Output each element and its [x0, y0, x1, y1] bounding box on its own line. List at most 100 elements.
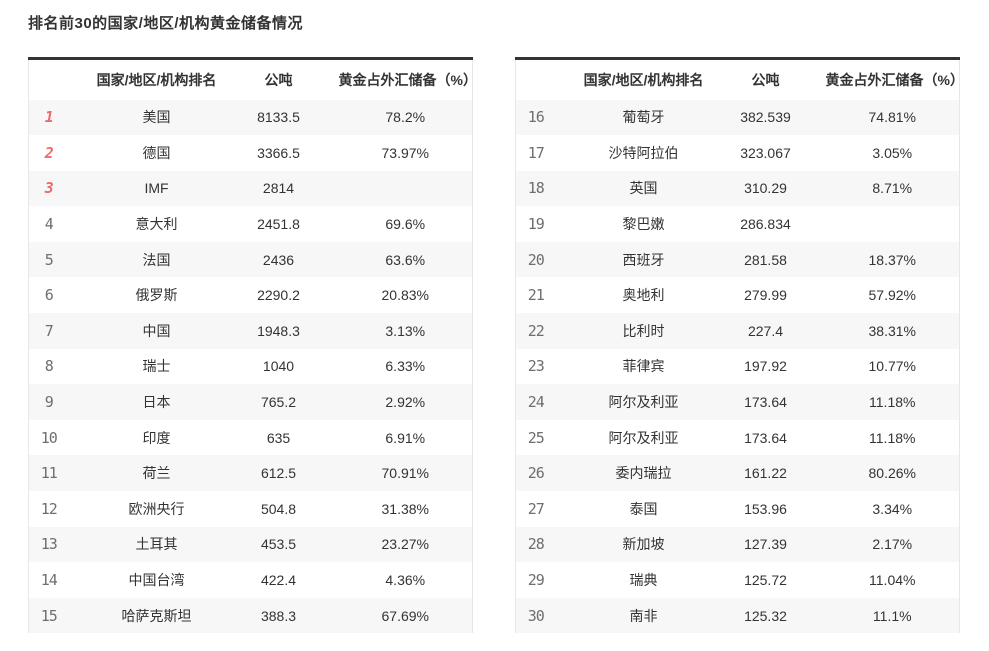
table-row: 16 葡萄牙 382.539 74.81% — [515, 99, 960, 136]
tonnes-value: 125.72 — [744, 572, 787, 589]
table-row: 9 日本 765.2 2.92% — [28, 384, 473, 420]
table-row: 2 德国 3366.5 73.97% — [28, 135, 473, 171]
tonnes-value: 197.92 — [744, 358, 787, 375]
tonnes-value: 1040 — [262, 358, 295, 375]
tonnes-value: 765.2 — [260, 394, 297, 411]
percent-value: 11.1% — [872, 607, 912, 624]
table-row: 25 阿尔及利亚 173.64 11.18% — [515, 419, 960, 456]
country-name: 瑞典 — [629, 572, 658, 589]
tonnes-value: 1948.3 — [257, 322, 300, 339]
percent-value: 3.13% — [385, 322, 426, 339]
country-name: 欧洲央行 — [128, 500, 185, 517]
tonnes-value: 153.96 — [744, 500, 787, 517]
tonnes-value: 388.3 — [260, 607, 297, 624]
percent-value: 70.91% — [381, 465, 429, 482]
country-name: 瑞士 — [142, 358, 171, 375]
percent-value: 6.33% — [385, 358, 426, 375]
rank-number: 23 — [527, 357, 545, 376]
table-row: 1 美国 8133.5 78.2% — [28, 99, 473, 136]
table-row: 12 欧洲央行 504.8 31.38% — [28, 491, 473, 527]
tonnes-value: 422.4 — [260, 572, 297, 589]
rank-number: 18 — [527, 179, 545, 198]
rank-number: 13 — [40, 535, 58, 554]
country-name: 南非 — [629, 607, 658, 624]
rank-number: 12 — [40, 499, 58, 518]
table-header-row: 国家/地区/机构排名 公吨 黄金占外汇储备（%） — [28, 58, 477, 100]
percent-value: 11.18% — [869, 394, 916, 411]
percent-value: 2.92% — [385, 394, 426, 411]
table-row: 14 中国台湾 422.4 4.36% — [28, 562, 473, 598]
country-name: 日本 — [142, 394, 171, 411]
table-row: 23 菲律宾 197.92 10.77% — [515, 348, 960, 385]
tonnes-value: 323.067 — [740, 144, 791, 161]
tonnes-value: 125.32 — [744, 607, 787, 624]
column-header-rank — [515, 58, 556, 100]
tonnes-value: 8133.5 — [257, 109, 300, 126]
tonnes-value: 453.5 — [260, 536, 297, 553]
column-header-tonnes: 公吨 — [705, 58, 826, 100]
country-name: 黎巴嫩 — [622, 216, 665, 233]
percent-value: 23.27% — [381, 536, 429, 553]
country-name: 德国 — [142, 144, 171, 161]
rank-number: 16 — [527, 108, 545, 127]
rank-number: 10 — [40, 428, 58, 447]
rank-number: 7 — [44, 321, 54, 340]
table-row: 10 印度 635 6.91% — [28, 419, 473, 456]
percent-value — [339, 171, 473, 207]
tonnes-value: 279.99 — [744, 287, 787, 304]
rank-number: 20 — [527, 250, 545, 269]
rank-number: 17 — [527, 143, 545, 162]
rank-number: 27 — [527, 499, 545, 518]
percent-value: 38.31% — [868, 322, 916, 339]
tonnes-value: 310.29 — [744, 180, 787, 197]
tonnes-value: 173.64 — [744, 394, 787, 411]
percent-value: 80.26% — [868, 465, 916, 482]
tonnes-value: 286.834 — [740, 216, 791, 233]
tonnes-value: 635 — [266, 429, 291, 446]
percent-value: 3.05% — [872, 144, 913, 161]
rank-number: 6 — [44, 286, 54, 305]
country-name: 意大利 — [135, 216, 178, 233]
percent-value: 69.6% — [385, 216, 426, 233]
country-name: IMF — [144, 180, 169, 197]
tonnes-value: 2451.8 — [257, 216, 300, 233]
gold-reserve-table-left: 国家/地区/机构排名 公吨 黄金占外汇储备（%） 1 美国 8133.5 78.2% 2… — [28, 57, 477, 634]
table-row: 3 IMF 2814 — [28, 170, 473, 207]
page-title: 排名前30的国家/地区/机构黄金储备情况 — [28, 15, 304, 32]
rank-number: 22 — [527, 321, 545, 340]
percent-value: 18.37% — [868, 251, 916, 268]
country-name: 西班牙 — [622, 251, 665, 268]
country-name: 葡萄牙 — [622, 109, 665, 126]
rank-number: 1 — [44, 108, 54, 127]
percent-value — [826, 206, 960, 242]
column-header-rank — [28, 58, 69, 100]
table-row: 18 英国 310.29 8.71% — [515, 170, 960, 207]
gold-reserve-table-right: 国家/地区/机构排名 公吨 黄金占外汇储备（%） 16 葡萄牙 382.539 74.… — [515, 57, 964, 634]
tonnes-value: 227.4 — [747, 322, 784, 339]
tonnes-value: 612.5 — [260, 465, 297, 482]
rank-number: 3 — [44, 179, 54, 198]
table-row: 28 新加坡 127.39 2.17% — [515, 526, 960, 563]
rank-number: 29 — [527, 571, 545, 590]
column-header-name: 国家/地区/机构排名 — [68, 58, 219, 100]
country-name: 奥地利 — [622, 287, 665, 304]
rank-number: 4 — [44, 215, 54, 234]
rank-number: 11 — [40, 464, 58, 483]
tonnes-value: 382.539 — [740, 109, 791, 126]
country-name: 印度 — [142, 429, 171, 446]
percent-value: 67.69% — [381, 607, 429, 624]
table-body-ranks-16-30: 16 葡萄牙 382.539 74.81% 17 沙特阿拉伯 323.067 3.05% 18 英… — [515, 99, 960, 634]
country-name: 比利时 — [622, 322, 665, 339]
table-row: 11 荷兰 612.5 70.91% — [28, 455, 473, 492]
tonnes-value: 161.22 — [744, 465, 787, 482]
percent-value: 57.92% — [868, 287, 916, 304]
column-header-pct: 黄金占外汇储备（%） — [825, 58, 964, 100]
rank-number: 26 — [527, 464, 545, 483]
percent-value: 20.83% — [381, 287, 429, 304]
table-row: 22 比利时 227.4 38.31% — [515, 313, 960, 349]
rank-number: 19 — [527, 215, 545, 234]
table-row: 5 法国 2436 63.6% — [28, 241, 473, 278]
percent-value: 6.91% — [385, 429, 426, 446]
percent-value: 10.77% — [868, 358, 916, 375]
percent-value: 74.81% — [868, 109, 916, 126]
